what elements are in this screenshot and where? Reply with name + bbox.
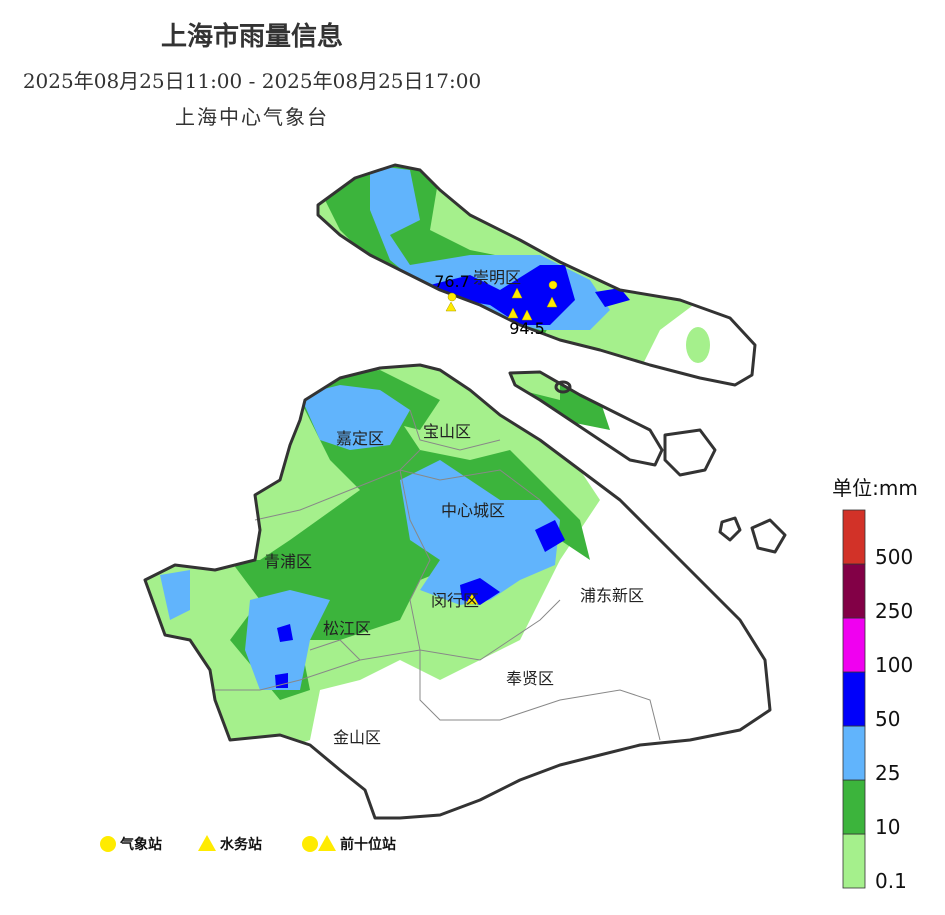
title: 上海市雨量信息 [161, 21, 343, 52]
district-label: 松江区 [323, 619, 371, 638]
district-boundaries [215, 409, 661, 741]
district-label: 浦东新区 [580, 586, 644, 605]
legend-swatch [842, 509, 866, 565]
district-label: 青浦区 [264, 552, 312, 571]
legend-label: 气象站 [119, 836, 162, 853]
legend-tick: 250 [875, 599, 913, 623]
stations [445, 280, 558, 605]
district-label: 宝山区 [423, 422, 471, 441]
station-value: 94.5 [509, 319, 545, 338]
legend-label: 前十位站 [340, 836, 396, 853]
legend-tick: 10 [875, 815, 900, 839]
legend-tick: 50 [875, 707, 900, 731]
legend-tick: 25 [875, 761, 900, 785]
legend-tick: 0.1 [875, 869, 907, 893]
legend-unit: 单位:mm [832, 476, 918, 500]
legend-swatch [842, 833, 866, 889]
chongming-rain [318, 165, 755, 385]
legend-swatch [842, 617, 866, 673]
legend-tick: 100 [875, 653, 913, 677]
station-value: 76.7 [434, 272, 470, 291]
station-legend: 气象站 水务站 前十位站 [100, 835, 396, 853]
district-label: 嘉定区 [336, 429, 384, 448]
legend-label: 水务站 [220, 836, 262, 853]
district-label: 闵行区 [431, 591, 479, 610]
rain-legend: 0.1 10 25 50 100 250 500 [842, 509, 913, 893]
legend-swatch [842, 563, 866, 619]
legend-swatch [842, 779, 866, 835]
legend-swatch [842, 671, 866, 727]
source: 上海中心气象台 [175, 105, 329, 129]
legend-swatch [842, 725, 866, 781]
district-label: 崇明区 [473, 268, 521, 287]
period: 2025年08月25日11:00 - 2025年08月25日17:00 [23, 69, 481, 93]
district-label: 奉贤区 [506, 669, 554, 688]
district-label: 中心城区 [441, 501, 505, 520]
legend-tick: 500 [875, 545, 913, 569]
district-label: 金山区 [333, 728, 381, 747]
